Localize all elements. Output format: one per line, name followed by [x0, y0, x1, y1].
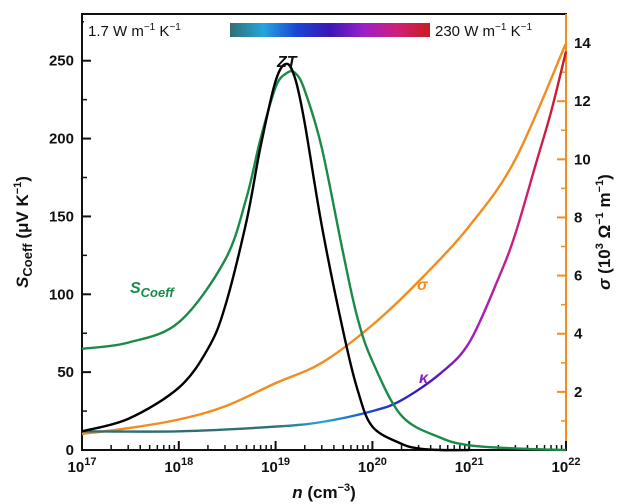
right-axis-title: σ (103 Ω−1 m−1): [594, 174, 614, 290]
y-left-tick-label: 150: [49, 208, 74, 225]
sigma-curve: [81, 42, 568, 436]
x-tick-label: 1021: [455, 456, 484, 476]
y-right-tick-label: 10: [574, 151, 591, 168]
x-axis-title: n (cm−3): [292, 482, 356, 502]
s-coeff-curve: [81, 70, 567, 452]
colorbar-max-label: 230 W m−1 K−1: [435, 22, 532, 40]
y-right-tick-label: 14: [574, 35, 591, 52]
kappa-curve: [81, 51, 568, 433]
y-right-tick-label: 2: [574, 384, 582, 401]
y-right-tick-label: 12: [574, 93, 591, 110]
kappa-curve-label: κ: [419, 370, 429, 387]
colorbar-gradient: [230, 23, 430, 37]
x-tick-label: 1017: [68, 456, 97, 476]
y-right-tick-label: 4: [574, 326, 583, 343]
x-tick-label: 1022: [552, 456, 581, 476]
y-left-tick-label: 100: [49, 286, 74, 303]
right-axis-ticks: 2 4 6 8 10 12 14: [557, 35, 591, 422]
zt-curve-label: ZT: [276, 54, 298, 71]
y-left-tick-label: 200: [49, 131, 74, 148]
y-right-tick-label: 6: [574, 268, 582, 285]
left-axis-title: SCoeff (μV K−1): [12, 176, 35, 288]
series-layer: [81, 42, 568, 452]
y-left-tick-label: 250: [49, 53, 74, 70]
zt-curve: [81, 62, 470, 452]
x-tick-label: 1019: [261, 456, 290, 476]
colorbar: 1.7 W m−1 K−1 230 W m−1 K−1: [84, 15, 565, 44]
colorbar-min-label: 1.7 W m−1 K−1: [88, 22, 181, 40]
x-tick-label: 1018: [164, 456, 193, 476]
y-left-tick-label: 0: [66, 442, 74, 459]
sigma-curve-label: σ: [417, 277, 429, 294]
x-tick-label: 1020: [358, 456, 387, 476]
y-left-tick-label: 50: [57, 364, 74, 381]
y-right-tick-label: 8: [574, 209, 582, 226]
s-coeff-curve-label: SCoeff: [130, 280, 175, 300]
left-axis-ticks: 0 50 100 150 200 250: [49, 21, 91, 459]
